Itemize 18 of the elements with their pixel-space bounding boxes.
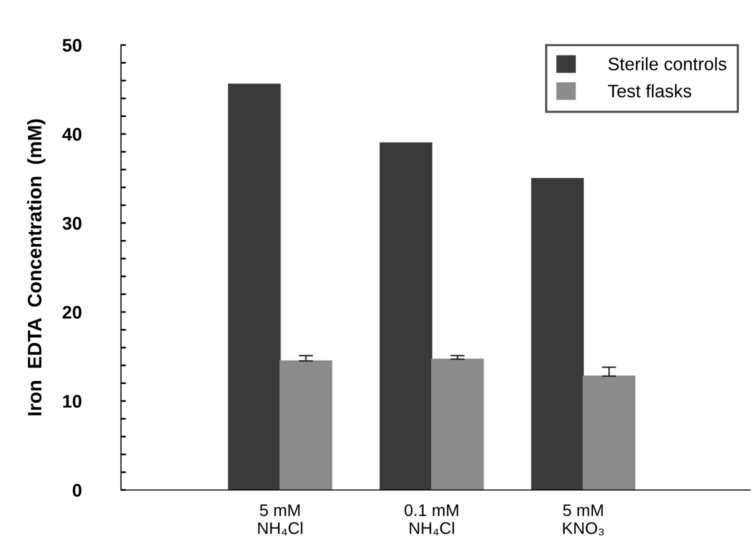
y-tick-label: 0: [72, 484, 82, 497]
x-tick-label: 5 mM NH₄Cl: [258, 504, 302, 536]
y-axis-title: Iron EDTA Concentration (mM): [27, 119, 46, 416]
bar: [582, 376, 636, 490]
y-tick-label: 20: [62, 306, 82, 319]
bar: [431, 358, 484, 490]
bar: [380, 142, 432, 490]
bar: [531, 178, 584, 490]
legend-label: Sterile controls: [608, 57, 726, 70]
legend-label: Test flasks: [608, 84, 692, 98]
x-tick-label: 5 mM KNO₃: [563, 504, 604, 536]
y-tick-label: 40: [62, 128, 82, 141]
x-tick-label: 0.1 mM NH₄Cl: [404, 504, 458, 536]
bar: [228, 84, 281, 490]
y-tick-label: 30: [62, 216, 82, 230]
y-tick-label: 10: [63, 394, 82, 408]
bar: [280, 360, 332, 490]
y-tick-label: 50: [62, 38, 82, 52]
